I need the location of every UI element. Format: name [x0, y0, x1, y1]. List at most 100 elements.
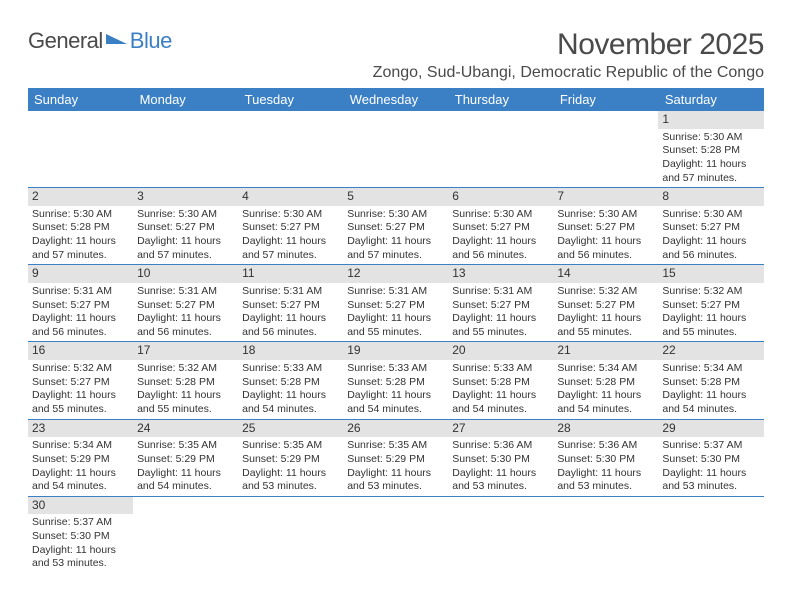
day-details: Sunrise: 5:32 AMSunset: 5:27 PMDaylight:… [658, 283, 763, 342]
calendar-cell [553, 496, 658, 573]
sunrise-text: Sunrise: 5:34 AM [557, 362, 654, 376]
calendar-cell [238, 496, 343, 573]
daylight-text: Daylight: 11 hours and 56 minutes. [242, 312, 339, 339]
day-number [343, 497, 448, 499]
sunset-text: Sunset: 5:28 PM [32, 221, 129, 235]
daylight-text: Daylight: 11 hours and 56 minutes. [662, 235, 759, 262]
daylight-text: Daylight: 11 hours and 56 minutes. [557, 235, 654, 262]
day-details: Sunrise: 5:33 AMSunset: 5:28 PMDaylight:… [448, 360, 553, 419]
day-details: Sunrise: 5:35 AMSunset: 5:29 PMDaylight:… [238, 437, 343, 496]
sunrise-text: Sunrise: 5:30 AM [137, 208, 234, 222]
sunset-text: Sunset: 5:27 PM [242, 221, 339, 235]
sunset-text: Sunset: 5:28 PM [452, 376, 549, 390]
calendar-cell: 29Sunrise: 5:37 AMSunset: 5:30 PMDayligh… [658, 419, 763, 496]
sunrise-text: Sunrise: 5:32 AM [662, 285, 759, 299]
calendar-cell: 19Sunrise: 5:33 AMSunset: 5:28 PMDayligh… [343, 342, 448, 419]
calendar-cell [448, 111, 553, 188]
daylight-text: Daylight: 11 hours and 55 minutes. [347, 312, 444, 339]
calendar-cell: 20Sunrise: 5:33 AMSunset: 5:28 PMDayligh… [448, 342, 553, 419]
day-number: 29 [658, 420, 763, 438]
sunset-text: Sunset: 5:28 PM [557, 376, 654, 390]
day-number: 3 [133, 188, 238, 206]
daylight-text: Daylight: 11 hours and 54 minutes. [452, 389, 549, 416]
calendar-cell: 15Sunrise: 5:32 AMSunset: 5:27 PMDayligh… [658, 265, 763, 342]
day-header: Wednesday [343, 88, 448, 111]
calendar-cell: 9Sunrise: 5:31 AMSunset: 5:27 PMDaylight… [28, 265, 133, 342]
daylight-text: Daylight: 11 hours and 56 minutes. [452, 235, 549, 262]
sunset-text: Sunset: 5:29 PM [137, 453, 234, 467]
day-number [343, 111, 448, 113]
calendar-cell: 13Sunrise: 5:31 AMSunset: 5:27 PMDayligh… [448, 265, 553, 342]
sunset-text: Sunset: 5:27 PM [452, 299, 549, 313]
month-title: November 2025 [373, 28, 764, 62]
day-number: 5 [343, 188, 448, 206]
sunset-text: Sunset: 5:28 PM [242, 376, 339, 390]
sunrise-text: Sunrise: 5:34 AM [32, 439, 129, 453]
day-number [448, 497, 553, 499]
sunrise-text: Sunrise: 5:30 AM [662, 208, 759, 222]
day-number: 1 [658, 111, 763, 129]
calendar-row: 23Sunrise: 5:34 AMSunset: 5:29 PMDayligh… [28, 419, 764, 496]
sunrise-text: Sunrise: 5:35 AM [347, 439, 444, 453]
daylight-text: Daylight: 11 hours and 54 minutes. [557, 389, 654, 416]
daylight-text: Daylight: 11 hours and 53 minutes. [557, 467, 654, 494]
sunset-text: Sunset: 5:27 PM [662, 299, 759, 313]
sunset-text: Sunset: 5:30 PM [32, 530, 129, 544]
day-number [133, 497, 238, 499]
sunset-text: Sunset: 5:29 PM [347, 453, 444, 467]
daylight-text: Daylight: 11 hours and 57 minutes. [662, 158, 759, 185]
sunrise-text: Sunrise: 5:31 AM [242, 285, 339, 299]
day-details: Sunrise: 5:37 AMSunset: 5:30 PMDaylight:… [28, 514, 133, 573]
daylight-text: Daylight: 11 hours and 54 minutes. [32, 467, 129, 494]
calendar-cell [658, 496, 763, 573]
sunrise-text: Sunrise: 5:30 AM [452, 208, 549, 222]
day-number [448, 111, 553, 113]
day-number: 6 [448, 188, 553, 206]
calendar-row: 1Sunrise: 5:30 AMSunset: 5:28 PMDaylight… [28, 111, 764, 188]
calendar-cell: 26Sunrise: 5:35 AMSunset: 5:29 PMDayligh… [343, 419, 448, 496]
daylight-text: Daylight: 11 hours and 53 minutes. [662, 467, 759, 494]
daylight-text: Daylight: 11 hours and 55 minutes. [32, 389, 129, 416]
day-details: Sunrise: 5:31 AMSunset: 5:27 PMDaylight:… [343, 283, 448, 342]
calendar-cell [133, 496, 238, 573]
calendar-cell: 17Sunrise: 5:32 AMSunset: 5:28 PMDayligh… [133, 342, 238, 419]
calendar-cell [28, 111, 133, 188]
daylight-text: Daylight: 11 hours and 54 minutes. [347, 389, 444, 416]
sunrise-text: Sunrise: 5:31 AM [32, 285, 129, 299]
day-header: Saturday [658, 88, 763, 111]
sunset-text: Sunset: 5:27 PM [32, 376, 129, 390]
sunset-text: Sunset: 5:27 PM [347, 299, 444, 313]
day-details: Sunrise: 5:30 AMSunset: 5:27 PMDaylight:… [553, 206, 658, 265]
day-header-row: Sunday Monday Tuesday Wednesday Thursday… [28, 88, 764, 111]
sunrise-text: Sunrise: 5:36 AM [452, 439, 549, 453]
calendar-cell: 14Sunrise: 5:32 AMSunset: 5:27 PMDayligh… [553, 265, 658, 342]
sunset-text: Sunset: 5:28 PM [662, 144, 759, 158]
calendar-cell: 2Sunrise: 5:30 AMSunset: 5:28 PMDaylight… [28, 188, 133, 265]
day-details: Sunrise: 5:36 AMSunset: 5:30 PMDaylight:… [553, 437, 658, 496]
day-number: 11 [238, 265, 343, 283]
day-details: Sunrise: 5:31 AMSunset: 5:27 PMDaylight:… [133, 283, 238, 342]
day-number: 25 [238, 420, 343, 438]
sunset-text: Sunset: 5:30 PM [557, 453, 654, 467]
day-header: Monday [133, 88, 238, 111]
sunrise-text: Sunrise: 5:35 AM [242, 439, 339, 453]
logo-text-1: General [28, 28, 103, 54]
calendar-cell: 8Sunrise: 5:30 AMSunset: 5:27 PMDaylight… [658, 188, 763, 265]
day-number: 26 [343, 420, 448, 438]
sunset-text: Sunset: 5:29 PM [32, 453, 129, 467]
calendar-cell: 7Sunrise: 5:30 AMSunset: 5:27 PMDaylight… [553, 188, 658, 265]
daylight-text: Daylight: 11 hours and 54 minutes. [662, 389, 759, 416]
sunset-text: Sunset: 5:27 PM [557, 221, 654, 235]
daylight-text: Daylight: 11 hours and 57 minutes. [32, 235, 129, 262]
sunrise-text: Sunrise: 5:37 AM [32, 516, 129, 530]
calendar-cell: 1Sunrise: 5:30 AMSunset: 5:28 PMDaylight… [658, 111, 763, 188]
day-details: Sunrise: 5:31 AMSunset: 5:27 PMDaylight:… [448, 283, 553, 342]
day-number: 23 [28, 420, 133, 438]
daylight-text: Daylight: 11 hours and 54 minutes. [242, 389, 339, 416]
day-number: 15 [658, 265, 763, 283]
day-number [553, 111, 658, 113]
daylight-text: Daylight: 11 hours and 54 minutes. [137, 467, 234, 494]
day-details: Sunrise: 5:30 AMSunset: 5:27 PMDaylight:… [658, 206, 763, 265]
calendar-cell: 11Sunrise: 5:31 AMSunset: 5:27 PMDayligh… [238, 265, 343, 342]
day-number: 27 [448, 420, 553, 438]
